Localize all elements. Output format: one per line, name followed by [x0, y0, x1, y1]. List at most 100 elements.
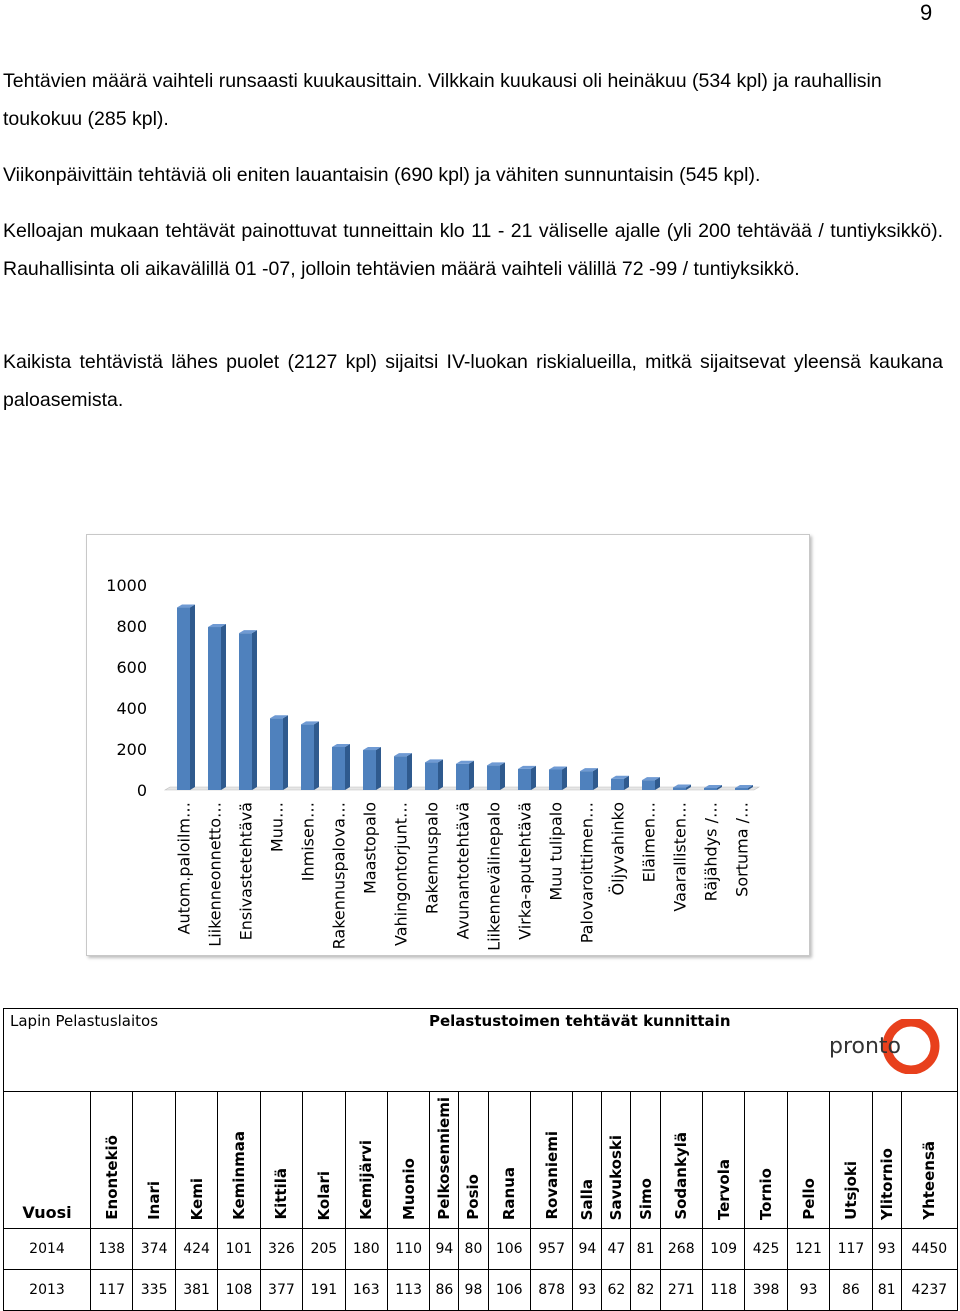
- chart-bar: [177, 604, 195, 790]
- value-cell: 62: [601, 1269, 632, 1311]
- chart-bar: [611, 775, 629, 790]
- value-cell: 4450: [900, 1228, 959, 1270]
- chart-bar: [549, 766, 567, 790]
- pronto-logo: pronto: [829, 1019, 940, 1074]
- y-tick-label: 400: [116, 699, 147, 718]
- organization-name: Lapin Pelastuslaitos: [10, 1012, 159, 1030]
- municipality-header: Rovaniemi: [529, 1091, 574, 1229]
- value-cell: 108: [217, 1269, 261, 1311]
- y-tick-label: 0: [137, 781, 147, 800]
- x-category-label: Liikennevälinepalo: [485, 802, 504, 951]
- value-cell: 268: [659, 1228, 703, 1270]
- chart-bar: [425, 759, 443, 790]
- value-cell: 374: [132, 1228, 176, 1270]
- table-header-row: Vuosi Enontekiö Inari Kemi Keminmaa Kittilä Ko…: [3, 1091, 959, 1229]
- x-category-label: Maastopalo: [361, 802, 380, 894]
- logo-text: pronto: [829, 1034, 901, 1059]
- municipality-header: Salla: [572, 1091, 603, 1229]
- chart-bar: [456, 760, 474, 790]
- x-category-label: Räjähdys /…: [702, 802, 721, 901]
- value-cell: 425: [744, 1228, 788, 1270]
- x-category-label: Ensivastetehtävä: [237, 802, 256, 940]
- municipality-header: Simo: [630, 1091, 661, 1229]
- municipality-header: Ranua: [487, 1091, 531, 1229]
- municipality-header: Utsjoki: [829, 1091, 873, 1229]
- chart-bar: [239, 630, 257, 790]
- municipality-header: Pello: [786, 1091, 831, 1229]
- municipality-header: Tervola: [701, 1091, 746, 1229]
- municipality-header: Sodankylä: [659, 1091, 703, 1229]
- municipality-header: Keminmaa: [217, 1091, 261, 1229]
- value-cell: 113: [386, 1269, 431, 1311]
- x-category-label: Vaarallisten…: [671, 802, 690, 912]
- municipality-header: Kemi: [174, 1091, 219, 1229]
- x-category-label: Sortuma /…: [733, 802, 752, 897]
- chart-bar: [270, 715, 288, 790]
- x-category-label: Rakennuspalova…: [330, 802, 349, 949]
- x-category-label: Muu tulipalo: [547, 802, 566, 901]
- x-category-label: Muu…: [268, 802, 287, 852]
- y-tick-label: 600: [116, 658, 147, 677]
- value-cell: 118: [701, 1269, 746, 1311]
- chart-bar: [208, 624, 226, 790]
- municipality-header: Posio: [458, 1091, 489, 1229]
- year-header: Vuosi: [3, 1091, 91, 1229]
- value-cell: 110: [386, 1228, 431, 1270]
- value-cell: 424: [174, 1228, 219, 1270]
- value-cell: 381: [174, 1269, 219, 1311]
- value-cell: 163: [344, 1269, 388, 1311]
- year-cell: 2013: [3, 1269, 91, 1311]
- municipality-header: Enontekiö: [89, 1091, 134, 1229]
- value-cell: 121: [786, 1228, 831, 1270]
- paragraph-monthly: Tehtävien määrä vaihteli runsaasti kuuka…: [3, 70, 882, 130]
- value-cell: 94: [572, 1228, 603, 1270]
- paragraph-weekday: Viikonpäivittäin tehtäviä oli eniten lau…: [3, 164, 761, 186]
- value-cell: 98: [458, 1269, 489, 1311]
- x-category-label: Rakennuspalo: [423, 802, 442, 914]
- tasks-by-municipality-table: Vuosi Enontekiö Inari Kemi Keminmaa Kittilä Ko…: [3, 1091, 959, 1311]
- value-cell: 93: [786, 1269, 831, 1311]
- x-category-label: Avunantotehtävä: [454, 802, 473, 939]
- value-cell: 377: [259, 1269, 304, 1311]
- value-cell: 957: [529, 1228, 574, 1270]
- table-row: 2014 138 374 424 101 326 205 180 110 94 80 106 957 94…: [3, 1228, 959, 1270]
- y-tick-label: 800: [116, 617, 147, 636]
- value-cell: 109: [701, 1228, 746, 1270]
- value-cell: 93: [871, 1228, 902, 1270]
- x-category-label: Vahingontorjunt…: [392, 802, 411, 946]
- municipality-header: Yhteensä: [900, 1091, 959, 1229]
- value-cell: 80: [458, 1228, 489, 1270]
- chart-bar: [332, 743, 350, 790]
- value-cell: 180: [344, 1228, 388, 1270]
- x-category-label: Eläimen…: [640, 802, 659, 882]
- value-cell: 335: [132, 1269, 176, 1311]
- y-tick-label: 200: [116, 740, 147, 759]
- municipality-header: Muonio: [386, 1091, 431, 1229]
- value-cell: 81: [871, 1269, 902, 1311]
- x-category-label: Autom.paloilm…: [175, 802, 194, 935]
- value-cell: 138: [89, 1228, 134, 1270]
- task-type-bar-chart: 0 200 400 600 800 1000 Autom.paloilm… Liikenneo…: [86, 534, 810, 956]
- x-category-label: Liikenneonnetto…: [206, 802, 225, 947]
- value-cell: 86: [829, 1269, 873, 1311]
- chart-bar: [394, 753, 412, 790]
- chart-bar: [673, 784, 691, 790]
- value-cell: 191: [302, 1269, 346, 1311]
- municipality-table-section: Lapin Pelastuslaitos Pelastustoimen teht…: [3, 1008, 959, 1311]
- year-cell: 2014: [3, 1228, 91, 1270]
- municipality-header: Pelkosenniemi: [429, 1091, 460, 1229]
- x-category-label: Ihmisen…: [299, 802, 318, 881]
- municipality-header: Kolari: [302, 1091, 346, 1229]
- value-cell: 86: [429, 1269, 460, 1311]
- table-row: 2013 117 335 381 108 377 191 163 113 86 98 106 878 93…: [3, 1269, 959, 1311]
- value-cell: 93: [572, 1269, 603, 1311]
- table-title: Pelastustoimen tehtävät kunnittain: [429, 1012, 731, 1030]
- value-cell: 117: [89, 1269, 134, 1311]
- municipality-header: Tornio: [744, 1091, 788, 1229]
- chart-bar: [301, 721, 319, 790]
- value-cell: 82: [630, 1269, 661, 1311]
- chart-svg: 0 200 400 600 800 1000 Autom.paloilm… Liikenneo…: [106, 576, 761, 951]
- municipality-header: Kemijärvi: [344, 1091, 388, 1229]
- page-number: 9: [920, 0, 933, 25]
- value-cell: 326: [259, 1228, 304, 1270]
